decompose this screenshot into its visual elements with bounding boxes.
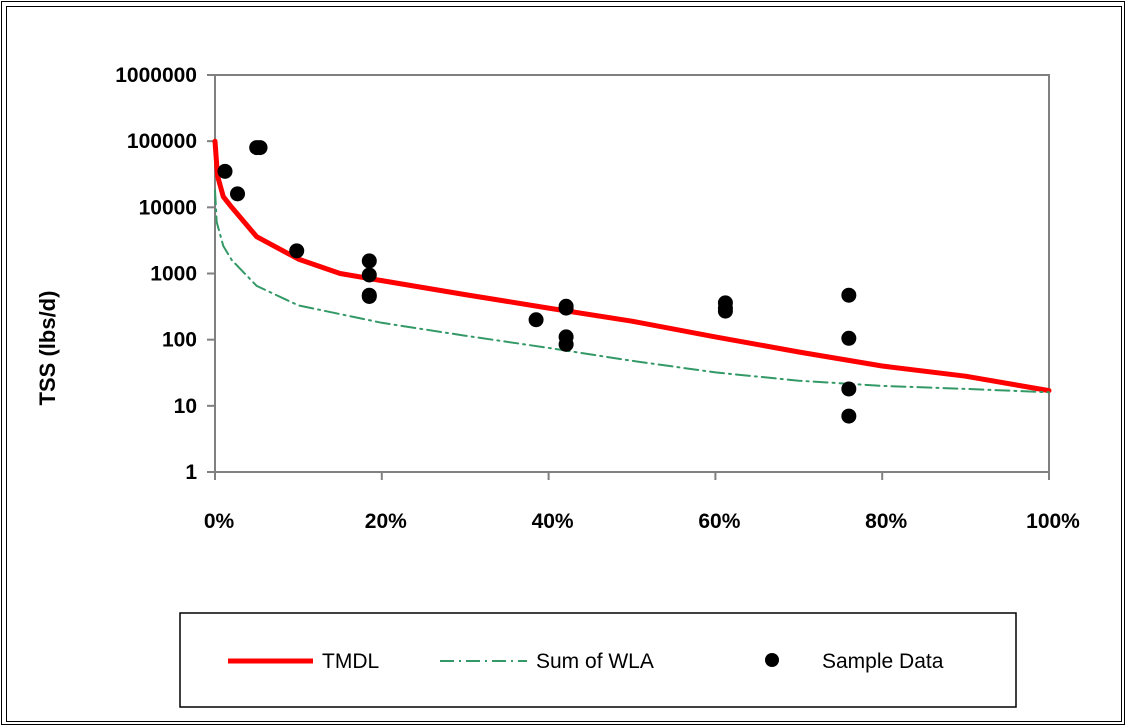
sample-data-point bbox=[252, 140, 268, 156]
legend-label-sum-of-wla: Sum of WLA bbox=[536, 650, 654, 673]
y-tick-label: 100 bbox=[162, 329, 197, 352]
x-axis-ticks: 0% 20% 40% 60% 80% 100% bbox=[204, 472, 1080, 533]
sample-data-point bbox=[230, 186, 246, 202]
y-tick-label: 10 bbox=[174, 395, 197, 418]
y-axis-ticks: 1 10 100 1000 10000 100000 1000000 bbox=[115, 64, 215, 484]
sample-data-point bbox=[289, 243, 305, 259]
legend-swatch-sample-data bbox=[765, 653, 779, 667]
sample-data-point bbox=[528, 312, 544, 328]
y-tick-label: 10000 bbox=[139, 196, 197, 219]
y-tick-label: 1000000 bbox=[115, 64, 197, 87]
legend-label-tmdl: TMDL bbox=[322, 650, 379, 673]
legend-label-sample-data: Sample Data bbox=[822, 650, 944, 673]
y-tick-label: 1000 bbox=[150, 263, 197, 286]
sample-data-point bbox=[841, 287, 857, 303]
chart-frame bbox=[6, 6, 1122, 722]
sample-data-point bbox=[717, 303, 733, 319]
series-line-tmdl bbox=[212, 138, 1052, 394]
sample-data-point bbox=[361, 267, 377, 283]
x-tick-label: 80% bbox=[865, 510, 907, 533]
sample-data-point bbox=[361, 288, 377, 304]
sample-data-point bbox=[217, 163, 233, 179]
legend: TMDL Sum of WLA Sample Data bbox=[228, 650, 944, 673]
y-tick-label: 100000 bbox=[127, 130, 197, 153]
x-tick-label: 40% bbox=[532, 510, 574, 533]
sample-points bbox=[217, 140, 857, 424]
x-tick-label: 0% bbox=[204, 510, 235, 533]
sample-data-point bbox=[558, 298, 574, 314]
sample-data-point bbox=[841, 381, 857, 397]
sample-data-point bbox=[841, 330, 857, 346]
x-tick-label: 20% bbox=[365, 510, 407, 533]
legend-box bbox=[179, 612, 1017, 708]
sample-data-point bbox=[558, 336, 574, 352]
sample-data-point bbox=[841, 408, 857, 424]
y-axis-label: TSS (lbs/d) bbox=[35, 291, 60, 406]
x-tick-label: 100% bbox=[1026, 510, 1080, 533]
y-tick-label: 1 bbox=[185, 461, 197, 484]
sample-data-point bbox=[361, 253, 377, 269]
x-tick-label: 60% bbox=[698, 510, 740, 533]
